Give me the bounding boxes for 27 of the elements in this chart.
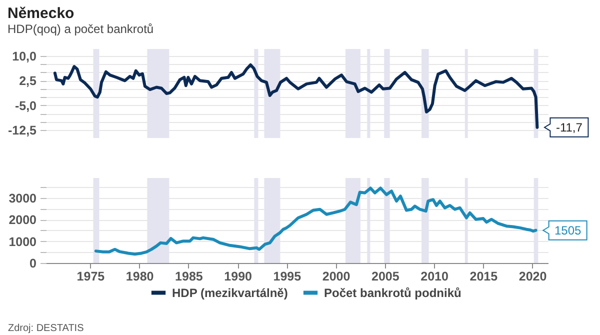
x-tick-label: 2015 <box>470 270 498 284</box>
chart-title: Německo <box>8 5 74 22</box>
y-tick-label: 10,0 <box>12 50 37 64</box>
x-tick-label: 2010 <box>420 270 448 284</box>
y-tick-label: -12,5 <box>8 124 37 138</box>
annotation: 1505 <box>554 223 582 238</box>
annotation: -11,7 <box>556 120 583 134</box>
line-series <box>53 63 539 129</box>
x-tick-label: 1975 <box>76 270 105 284</box>
x-tick-label: 2020 <box>518 270 547 284</box>
legend-label: HDP (mezikvartálně) <box>172 286 288 300</box>
y-tick-label: 1000 <box>8 234 37 249</box>
legend-label: Počet bankrotů podniků <box>324 286 462 300</box>
chart-subtitle: HDP(qoq) a počet bankrotů <box>8 22 154 36</box>
y-tick-label: 2000 <box>8 213 37 228</box>
y-tick-label: 3000 <box>8 191 37 206</box>
x-tick-label: 1980 <box>126 270 154 284</box>
y-tick-label: 0 <box>30 256 37 270</box>
x-tick-label: 2005 <box>372 270 400 284</box>
x-tick-label: 1990 <box>224 270 252 284</box>
y-tick-label: 2,5 <box>19 74 37 88</box>
y-tick-label: -5,0 <box>14 98 37 113</box>
x-tick-label: 1985 <box>175 270 203 284</box>
x-tick-label: 2000 <box>322 270 350 284</box>
x-tick-label: 1995 <box>273 270 302 284</box>
text: Zdroj: DESTATIS <box>8 323 84 334</box>
line-series <box>94 186 538 256</box>
